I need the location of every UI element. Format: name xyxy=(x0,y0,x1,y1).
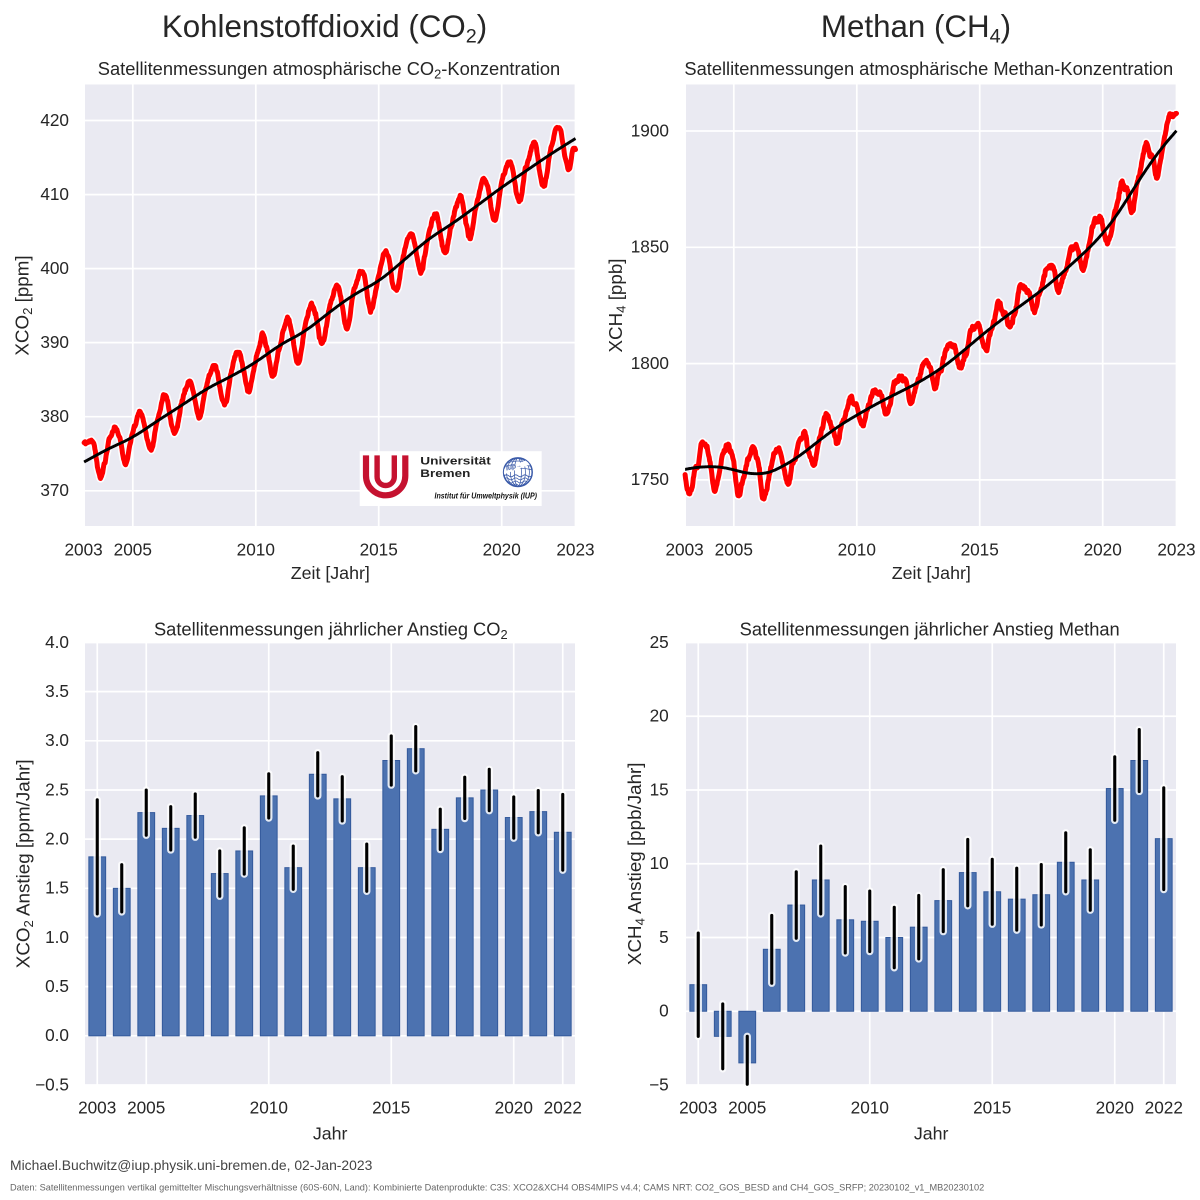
svg-text:410: 410 xyxy=(40,184,69,204)
svg-text:Zeit [Jahr]: Zeit [Jahr] xyxy=(291,563,370,583)
svg-text:400: 400 xyxy=(40,258,69,278)
svg-text:0.5: 0.5 xyxy=(45,976,69,996)
svg-text:1.5: 1.5 xyxy=(45,878,69,898)
svg-text:2010: 2010 xyxy=(851,1098,889,1118)
svg-text:−5: −5 xyxy=(649,1074,669,1094)
svg-text:2010: 2010 xyxy=(237,540,275,560)
svg-text:2020: 2020 xyxy=(495,1098,533,1118)
svg-text:10: 10 xyxy=(650,853,669,873)
svg-text:2.5: 2.5 xyxy=(45,779,69,799)
svg-text:15: 15 xyxy=(650,779,669,799)
svg-text:2003: 2003 xyxy=(665,540,703,560)
svg-text:5: 5 xyxy=(659,927,669,947)
svg-text:XCH4 Anstieg [ppb/Jahr]: XCH4 Anstieg [ppb/Jahr] xyxy=(624,763,648,966)
svg-text:3.5: 3.5 xyxy=(45,681,69,701)
svg-text:2022: 2022 xyxy=(1145,1098,1183,1118)
svg-text:−0.5: −0.5 xyxy=(35,1074,69,1094)
svg-text:Jahr: Jahr xyxy=(313,1124,348,1144)
svg-text:Satellitenmessungen jährlicher: Satellitenmessungen jährlicher Anstieg C… xyxy=(154,618,508,642)
svg-text:2010: 2010 xyxy=(838,540,876,560)
svg-text:1750: 1750 xyxy=(631,469,669,489)
svg-text:2003: 2003 xyxy=(64,540,102,560)
svg-text:2005: 2005 xyxy=(715,540,753,560)
svg-text:2003: 2003 xyxy=(679,1098,717,1118)
svg-text:XCH4 [ppb]: XCH4 [ppb] xyxy=(605,259,629,353)
svg-text:2022: 2022 xyxy=(544,1098,582,1118)
svg-text:2005: 2005 xyxy=(114,540,152,560)
svg-text:420: 420 xyxy=(40,110,69,130)
svg-text:2003: 2003 xyxy=(78,1098,116,1118)
svg-text:Satellitenmessungen atmosphäri: Satellitenmessungen atmosphärische CO2-K… xyxy=(98,58,560,82)
svg-text:Bremen: Bremen xyxy=(420,468,470,480)
svg-text:2005: 2005 xyxy=(728,1098,766,1118)
svg-text:390: 390 xyxy=(40,332,69,352)
svg-text:Kohlenstoffdioxid (CO2): Kohlenstoffdioxid (CO2) xyxy=(162,9,487,48)
svg-text:2020: 2020 xyxy=(483,540,521,560)
svg-text:Michael.Buchwitz@iup.physik.un: Michael.Buchwitz@iup.physik.uni-bremen.d… xyxy=(10,1157,373,1173)
svg-text:1.0: 1.0 xyxy=(45,927,69,947)
svg-text:Methan (CH4): Methan (CH4) xyxy=(821,9,1011,48)
svg-text:380: 380 xyxy=(40,406,69,426)
svg-text:1850: 1850 xyxy=(631,237,669,257)
svg-text:XCO2 [ppm]: XCO2 [ppm] xyxy=(12,255,36,355)
svg-text:3.0: 3.0 xyxy=(45,730,69,750)
svg-text:Daten: Satellitenmessungen ver: Daten: Satellitenmessungen vertikal gemi… xyxy=(10,1183,984,1193)
svg-text:XCO2 Anstieg [ppm/Jahr]: XCO2 Anstieg [ppm/Jahr] xyxy=(13,759,37,968)
svg-text:1900: 1900 xyxy=(631,120,669,140)
svg-text:20: 20 xyxy=(650,706,669,726)
svg-text:2015: 2015 xyxy=(973,1098,1011,1118)
svg-text:Iup→: Iup→ xyxy=(505,462,522,473)
svg-text:2.0: 2.0 xyxy=(45,829,69,849)
svg-text:2015: 2015 xyxy=(961,540,999,560)
svg-text:Satellitenmessungen jährlicher: Satellitenmessungen jährlicher Anstieg M… xyxy=(740,618,1120,639)
svg-text:2023: 2023 xyxy=(556,540,594,560)
svg-text:25: 25 xyxy=(650,632,669,652)
svg-text:Zeit [Jahr]: Zeit [Jahr] xyxy=(892,563,971,583)
svg-text:Satellitenmessungen atmosphäri: Satellitenmessungen atmosphärische Metha… xyxy=(684,58,1173,79)
svg-text:2005: 2005 xyxy=(127,1098,165,1118)
svg-text:2015: 2015 xyxy=(372,1098,410,1118)
svg-text:2015: 2015 xyxy=(360,540,398,560)
svg-text:0: 0 xyxy=(659,1001,669,1021)
svg-text:2010: 2010 xyxy=(250,1098,288,1118)
svg-text:2023: 2023 xyxy=(1157,540,1195,560)
svg-text:0.0: 0.0 xyxy=(45,1025,69,1045)
svg-text:370: 370 xyxy=(40,480,69,500)
svg-text:2020: 2020 xyxy=(1096,1098,1134,1118)
svg-text:1800: 1800 xyxy=(631,353,669,373)
svg-text:Jahr: Jahr xyxy=(914,1124,949,1144)
svg-text:Institut für Umweltphysik (IUP: Institut für Umweltphysik (IUP) xyxy=(435,491,538,500)
svg-text:2020: 2020 xyxy=(1084,540,1122,560)
svg-text:4.0: 4.0 xyxy=(45,632,69,652)
svg-text:Universität: Universität xyxy=(420,455,491,467)
